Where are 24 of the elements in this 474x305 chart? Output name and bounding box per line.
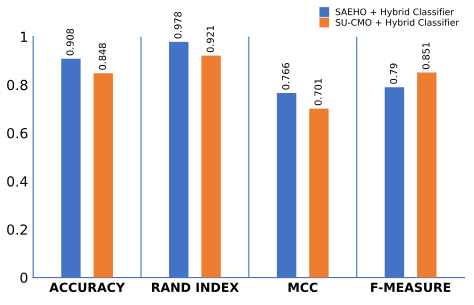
x-tick-label: MCC	[288, 282, 318, 292]
y-tick-label: 0.6	[7, 128, 28, 138]
y-tick-label: 1	[21, 32, 28, 42]
data-label: 0.701	[314, 78, 322, 106]
bar	[201, 56, 221, 278]
x-tick-label: F-MEASURE	[371, 282, 450, 292]
x-tick-label: RAND INDEX	[152, 282, 239, 292]
y-tick-label: 0.4	[7, 176, 28, 187]
y-tick-label: 0	[20, 272, 28, 284]
bar	[94, 73, 113, 278]
data-label: 0.921	[206, 26, 214, 52]
data-label: 0.766	[282, 62, 290, 90]
y-tick-label: 0.2	[7, 224, 27, 235]
legend-label: SU-CMO + Hybrid Classifier	[336, 18, 460, 28]
data-label: 0.978	[174, 12, 182, 38]
y-tick-label: 0.8	[7, 80, 28, 90]
bar	[309, 108, 329, 278]
bar	[417, 72, 436, 278]
data-label: 0.851	[422, 42, 430, 70]
data-label: 0.79	[390, 63, 398, 84]
data-label: 0.848	[98, 43, 106, 70]
x-tick-label: ACCURACY	[49, 282, 126, 292]
legend-label: SAEHO + Hybrid Classifier	[336, 8, 454, 18]
data-label: 0.908	[66, 28, 74, 56]
